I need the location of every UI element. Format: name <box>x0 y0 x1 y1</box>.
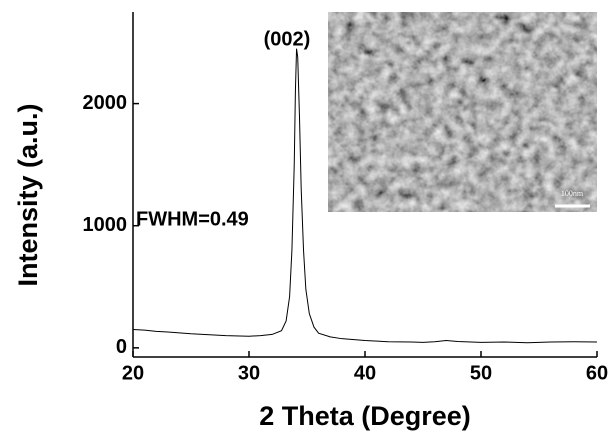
y-axis-label: Intensity (a.u.) <box>13 103 43 286</box>
y-tick-label: 2000 <box>83 92 128 114</box>
inset-image <box>328 12 597 212</box>
x-tick-label: 30 <box>238 362 260 384</box>
annotation: (002) <box>264 28 311 50</box>
x-tick-label: 20 <box>122 362 144 384</box>
x-axis-label: 2 Theta (Degree) <box>259 401 471 431</box>
annotation: FWHM=0.49 <box>136 208 249 230</box>
data-line <box>132 48 598 344</box>
scale-label: 100nm <box>561 189 584 198</box>
x-tick-label: 40 <box>354 362 376 384</box>
x-tick-label: 60 <box>586 362 608 384</box>
x-tick-label: 50 <box>470 362 492 384</box>
y-tick-label: 1000 <box>83 214 128 236</box>
y-tick-label: 0 <box>116 336 127 358</box>
